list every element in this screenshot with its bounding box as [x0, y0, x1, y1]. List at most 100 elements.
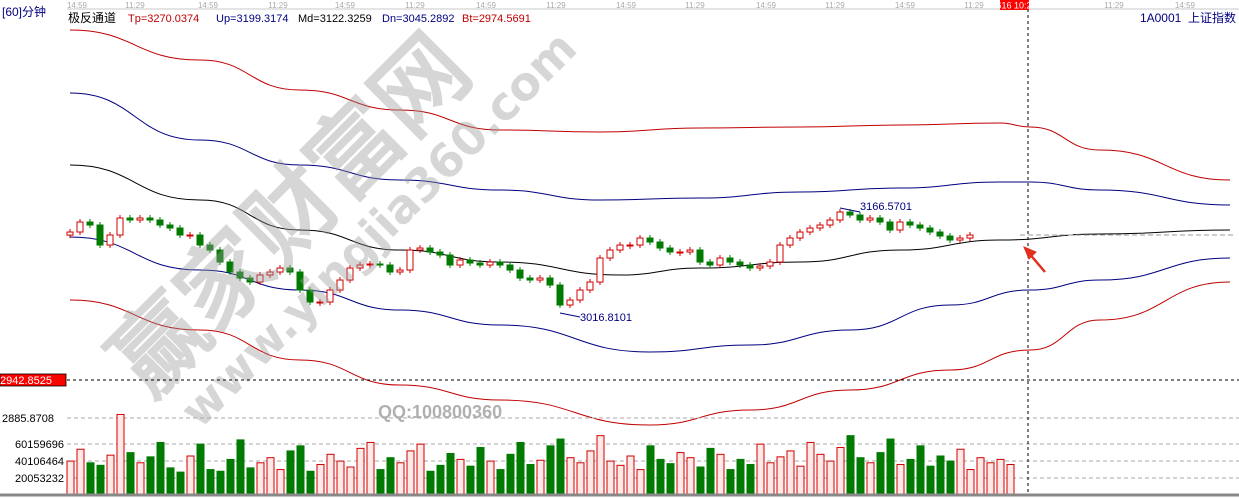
volume-bar — [546, 445, 555, 496]
volume-bar — [296, 445, 305, 496]
time-tick-label: 14:59 — [756, 1, 777, 10]
volume-bar — [166, 467, 175, 496]
candle-up — [616, 244, 624, 251]
candle-down — [666, 247, 674, 253]
candle-up — [366, 263, 374, 266]
volume-bar — [396, 462, 405, 496]
volume-bar — [286, 450, 295, 496]
time-tick-label: 11:29 — [405, 1, 425, 10]
candle-up — [406, 249, 414, 271]
candle-up — [716, 257, 724, 266]
candle-up — [106, 234, 114, 246]
volume-bar — [656, 458, 665, 496]
volume-bar — [476, 447, 485, 496]
volume-bar — [506, 453, 515, 496]
cursor-time-label: 0616 10:29 — [991, 0, 1037, 11]
bt-value: Bt=2974.5691 — [462, 13, 531, 25]
volume-bar — [986, 462, 995, 496]
cursor-time-text: 0616 10:29 — [991, 1, 1036, 11]
candle-down — [876, 217, 884, 223]
candle-down — [746, 264, 754, 269]
volume-bar — [366, 441, 375, 496]
volume-bar — [686, 457, 695, 496]
volume-bar — [936, 455, 945, 496]
volume-bar — [156, 441, 165, 496]
candle-up — [626, 244, 634, 247]
band-tp — [69, 29, 1231, 181]
volume-bar — [266, 457, 275, 496]
volume-bar — [306, 470, 315, 496]
volume-bar — [806, 441, 815, 496]
candle-down — [856, 214, 864, 221]
volume-bar — [896, 463, 905, 496]
volume-bar — [406, 450, 415, 496]
volume-top-label: 2885.8708 — [2, 413, 54, 425]
volume-bar — [236, 439, 245, 496]
time-tick-label: 14:59 — [67, 1, 88, 10]
candle-down — [926, 227, 934, 233]
volume-bar — [776, 456, 785, 496]
volume-bar — [576, 462, 585, 496]
volume-bar — [856, 457, 865, 496]
candle-down — [516, 269, 524, 279]
candle-down — [286, 267, 294, 273]
candle-down — [236, 271, 244, 279]
time-tick-label: 14:59 — [616, 1, 637, 10]
volume-bar — [976, 457, 985, 496]
candle-up — [566, 299, 574, 306]
candle-up — [836, 211, 844, 221]
volume-bar — [676, 452, 685, 496]
volume-bar — [636, 469, 645, 496]
volume-tick-label: 40106464 — [15, 456, 64, 468]
candle-up — [896, 221, 904, 231]
candle-up — [536, 277, 544, 281]
volume-bar — [706, 447, 715, 496]
candle-down — [846, 211, 854, 216]
symbol-label: 1A0001 上证指数 — [1140, 10, 1236, 25]
band-bt — [69, 281, 1231, 426]
candle-down — [466, 259, 474, 264]
candle-up — [76, 221, 84, 233]
candle-up — [676, 251, 684, 254]
time-tick-label: 14:59 — [476, 1, 497, 10]
volume-bar — [556, 438, 565, 496]
volume-tick-label: 60159696 — [15, 439, 64, 451]
volume-bar — [736, 458, 745, 496]
volume-bar — [96, 464, 105, 496]
candle-up — [866, 217, 874, 221]
volume-bar — [216, 470, 225, 496]
candle-down — [496, 261, 504, 266]
volume-bar — [496, 469, 505, 496]
volume-bar — [356, 447, 365, 496]
candles: 3166.5701 3016.8101 — [66, 201, 974, 324]
time-tick-label: 11:29 — [125, 1, 145, 10]
up-value: Up=3199.3174 — [216, 13, 288, 25]
candle-up — [346, 267, 354, 281]
candle-down — [696, 249, 704, 263]
candle-down — [216, 249, 224, 263]
volume-bar — [716, 453, 725, 496]
volume-bar — [416, 443, 425, 496]
extreme-marker-line — [839, 207, 861, 213]
volume-bar — [566, 457, 575, 496]
volume-bar — [586, 450, 595, 496]
volume-bar — [606, 460, 615, 496]
volume-grid: 60159696 40106464 20053232 — [15, 417, 1239, 485]
candle-up — [396, 269, 404, 273]
time-tick-label: 14:59 — [1175, 1, 1196, 10]
dn-value: Dn=3045.2892 — [382, 13, 454, 25]
candle-up — [966, 234, 974, 239]
candle-down — [296, 271, 304, 291]
candle-up — [116, 217, 124, 236]
period-label[interactable]: [60]分钟 — [2, 4, 46, 19]
volume-bar — [196, 443, 205, 496]
candle-down — [376, 263, 384, 266]
candle-up — [316, 301, 324, 304]
time-tick-label: 14:59 — [198, 1, 219, 10]
candle-down — [556, 284, 564, 306]
volume-bar — [66, 460, 75, 496]
cursor-price-text: 2942.8525 — [0, 375, 52, 387]
time-tick-label: 14:59 — [335, 1, 356, 10]
candle-down — [436, 251, 444, 256]
